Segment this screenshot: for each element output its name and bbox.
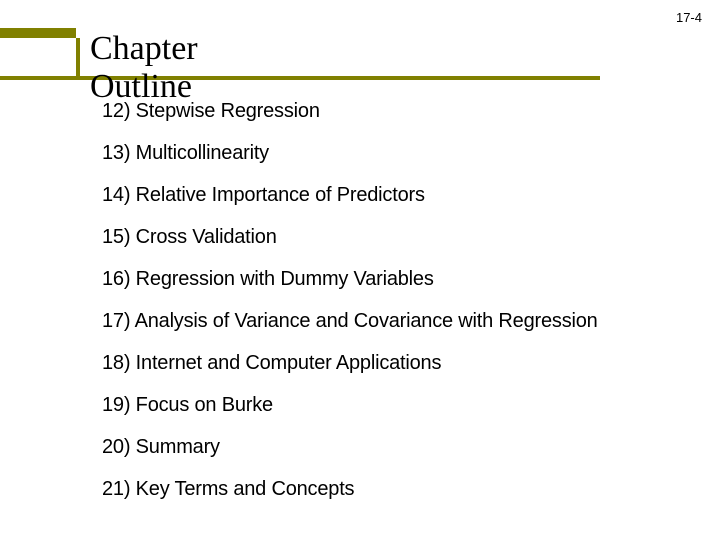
outline-list: 12) Stepwise Regression 13) Multicolline…: [102, 100, 692, 520]
list-item: 14) Relative Importance of Predictors: [102, 184, 692, 207]
list-item: 16) Regression with Dummy Variables: [102, 268, 692, 291]
item-text: Focus on Burke: [136, 394, 273, 416]
item-number: 15): [102, 226, 130, 248]
list-item: 21) Key Terms and Concepts: [102, 478, 692, 501]
item-number: 16): [102, 268, 130, 290]
page-title: Chapter Outline: [90, 30, 198, 106]
item-number: 21): [102, 478, 130, 500]
item-text: Summary: [136, 436, 220, 458]
item-number: 13): [102, 142, 130, 164]
list-item: 13) Multicollinearity: [102, 142, 692, 165]
list-item: 19) Focus on Burke: [102, 394, 692, 417]
item-number: 12): [102, 100, 130, 122]
item-text: Analysis of Variance and Covariance with…: [135, 310, 598, 332]
list-item: 20) Summary: [102, 436, 692, 459]
item-text: Cross Validation: [136, 226, 277, 248]
item-text: Multicollinearity: [136, 142, 269, 164]
list-item: 12) Stepwise Regression: [102, 100, 692, 123]
list-item: 17) Analysis of Variance and Covariance …: [102, 310, 692, 333]
item-text: Key Terms and Concepts: [136, 478, 355, 500]
item-text: Regression with Dummy Variables: [136, 268, 434, 290]
item-number: 14): [102, 184, 130, 206]
list-item: 15) Cross Validation: [102, 226, 692, 249]
list-item: 18) Internet and Computer Applications: [102, 352, 692, 375]
item-number: 17): [102, 310, 130, 332]
item-number: 18): [102, 352, 130, 374]
item-text: Stepwise Regression: [136, 100, 320, 122]
item-text: Internet and Computer Applications: [136, 352, 442, 374]
item-number: 19): [102, 394, 130, 416]
title-rule-top: [0, 28, 76, 38]
title-rule-vert: [76, 38, 80, 80]
item-number: 20): [102, 436, 130, 458]
page-number: 17-4: [676, 10, 702, 25]
item-text: Relative Importance of Predictors: [136, 184, 425, 206]
